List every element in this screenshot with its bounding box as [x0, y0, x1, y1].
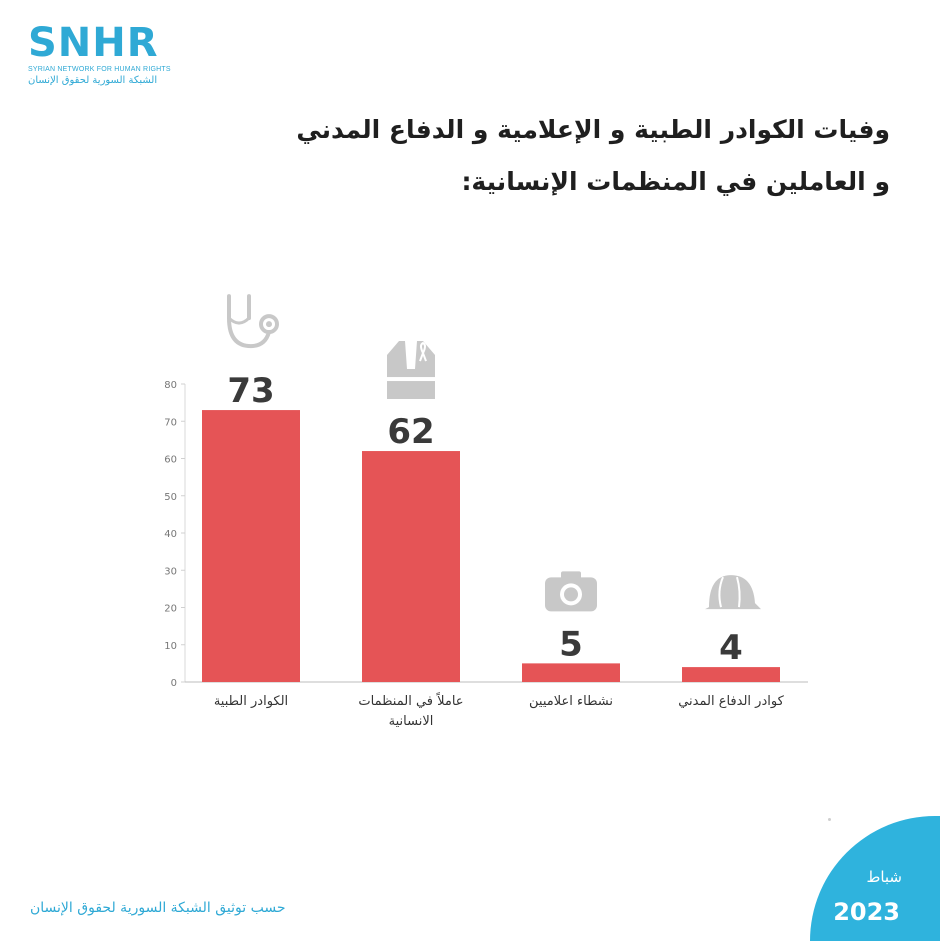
logo-arabic-name: الشبكة السورية لحقوق الإنسان — [28, 75, 158, 86]
data-label: 5 — [559, 624, 583, 664]
bar — [522, 663, 620, 682]
page-title: وفيات الكوادر الطبية و الإعلامية و الدفا… — [270, 104, 890, 208]
y-tick-label: 0 — [171, 678, 177, 689]
y-tick-label: 30 — [164, 566, 177, 577]
x-category-label: كوادر الدفاع المدني — [678, 694, 784, 709]
title-line-1: وفيات الكوادر الطبية و الإعلامية و الدفا… — [296, 115, 890, 144]
y-tick-label: 50 — [164, 492, 177, 503]
y-tick-label: 40 — [164, 529, 177, 540]
stethoscope-icon — [227, 294, 279, 349]
y-tick-label: 10 — [164, 641, 177, 652]
logo: SNHR SYRIAN NETWORK FOR HUMAN RIGHTS الش… — [28, 22, 198, 86]
x-category-label: الانسانية — [389, 714, 434, 729]
logo-english-name: SYRIAN NETWORK FOR HUMAN RIGHTS — [28, 66, 171, 73]
vest-icon — [387, 341, 435, 400]
date-year: 2023 — [833, 898, 900, 926]
x-category-label: نشطاء اعلاميين — [529, 694, 613, 709]
x-category-label: الكوادر الطبية — [214, 694, 288, 709]
source-note: حسب توثيق الشبكة السورية لحقوق الإنسان — [30, 900, 286, 916]
bar — [202, 410, 300, 682]
y-tick-label: 80 — [164, 380, 177, 391]
logo-wordmark: SNHR — [28, 20, 159, 66]
helmet-icon — [705, 575, 761, 610]
x-category-label: عاملاً في المنظمات — [358, 692, 463, 709]
data-label: 4 — [719, 628, 743, 668]
camera-icon — [545, 571, 597, 612]
y-tick-label: 70 — [164, 417, 177, 428]
data-label: 62 — [387, 412, 434, 452]
decorative-dot — [828, 818, 831, 821]
y-tick-label: 20 — [164, 604, 177, 615]
title-line-2: و العاملين في المنظمات الإنسانية: — [461, 167, 890, 196]
date-month: شباط — [866, 868, 902, 886]
data-label: 73 — [227, 371, 274, 411]
bar — [682, 667, 780, 682]
y-tick-label: 60 — [164, 455, 177, 466]
bar — [362, 451, 460, 682]
